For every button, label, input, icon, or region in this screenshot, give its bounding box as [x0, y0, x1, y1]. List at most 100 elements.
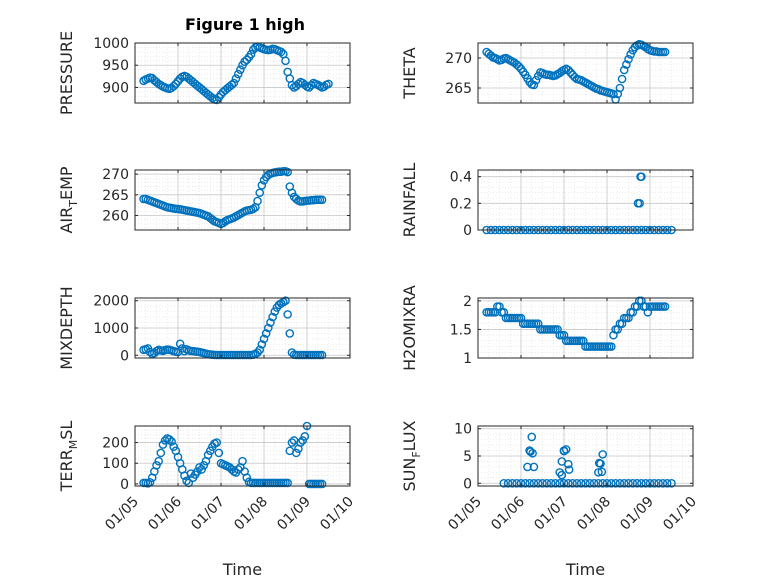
data-point [559, 478, 569, 488]
data-point [643, 307, 653, 317]
data-point [281, 296, 290, 306]
data-point [572, 478, 582, 488]
y-tick-label: 0.2 [450, 196, 472, 212]
data-point [319, 82, 329, 91]
data-point [619, 478, 629, 488]
y-tick-label: 270 [102, 167, 129, 183]
data-point [564, 465, 574, 474]
data-point [261, 329, 271, 338]
data-point [214, 448, 224, 458]
data-point [499, 307, 509, 317]
data-point [594, 468, 603, 477]
data-point [635, 199, 644, 208]
data-point [175, 339, 185, 349]
data-point [203, 450, 213, 460]
axes-box [134, 425, 351, 487]
data-point [660, 47, 670, 57]
data-point [165, 435, 174, 444]
subplot-2: 265 270 THETA [400, 39, 694, 104]
y-axis-label: MIXDEPTH [57, 286, 76, 369]
data-point [645, 478, 655, 488]
data-point [624, 478, 633, 488]
data-point [585, 478, 595, 488]
data-point [283, 167, 292, 177]
data-point [546, 478, 556, 488]
data-point [617, 74, 627, 84]
data-point [617, 319, 627, 329]
data-point [154, 456, 163, 466]
y-axis-label: PRESSURE [57, 31, 76, 115]
data-point [650, 478, 659, 488]
data-point [268, 312, 277, 322]
y-tick-label: 1.5 [450, 322, 472, 338]
data-point [609, 89, 618, 99]
y-tick-label: 200 [102, 436, 129, 452]
data-point [568, 478, 577, 488]
data-point [553, 325, 562, 334]
data-point [658, 478, 668, 488]
y-axis-label: H2OMIXRA [400, 285, 419, 371]
data-point [287, 438, 297, 447]
data-point [529, 478, 539, 488]
y-tick-label: 900 [102, 80, 129, 96]
subplot-5: 0 1000 2000 MIXDEPTH [57, 286, 351, 370]
data-point [300, 432, 310, 441]
y-tick-label: 100 [102, 456, 129, 472]
data-point [180, 346, 189, 356]
data-point [557, 470, 567, 480]
data-point [229, 78, 239, 88]
y-tick-label: 0 [120, 348, 129, 364]
y-tick-label: 0 [463, 476, 472, 492]
data-point [167, 437, 176, 446]
x-axis-label: Time [222, 560, 262, 579]
subplot-3: 260 265 270 AIRTEMP [57, 166, 351, 234]
y-axis-label: TERRMSL [57, 421, 80, 493]
data-point [287, 188, 297, 198]
data-point [581, 478, 590, 488]
y-tick-label: 1000 [93, 321, 129, 337]
data-point [527, 432, 537, 442]
data-point [255, 188, 265, 198]
data-point [291, 448, 301, 458]
y-tick-label: 10 [454, 422, 472, 438]
y-tick-label: 2 [463, 294, 472, 310]
data-point [528, 448, 537, 458]
data-point [516, 478, 526, 488]
data-point [609, 330, 618, 340]
data-point [564, 459, 573, 469]
y-tick-label: 270 [445, 51, 472, 67]
data-point [579, 336, 588, 346]
data-point [576, 478, 586, 488]
data-point [257, 340, 267, 349]
subplot-4: 0 0.2 0.4 RAINFALL [400, 163, 694, 239]
data-point [242, 473, 252, 483]
axes-box [477, 297, 694, 359]
data-point [266, 318, 275, 327]
data-point [255, 345, 265, 355]
data-point [285, 329, 295, 338]
data-point [523, 462, 532, 472]
data-point [561, 445, 571, 454]
data-point [566, 68, 575, 77]
data-point [231, 74, 241, 83]
data-point [660, 302, 670, 311]
data-point [607, 478, 616, 488]
data-point [662, 478, 672, 488]
data-point [508, 478, 517, 488]
data-point [632, 302, 642, 311]
data-point [197, 465, 206, 474]
data-point [240, 57, 249, 66]
data-point [158, 440, 168, 449]
data-point [296, 438, 305, 447]
data-point [589, 478, 599, 488]
axes-box [134, 42, 351, 104]
data-point [495, 302, 504, 311]
data-point [637, 478, 646, 488]
data-point [516, 313, 526, 323]
data-point [512, 478, 522, 488]
data-point [564, 65, 573, 75]
data-point [238, 456, 247, 466]
data-point [594, 478, 603, 488]
data-point [615, 478, 625, 488]
data-point [624, 313, 633, 323]
